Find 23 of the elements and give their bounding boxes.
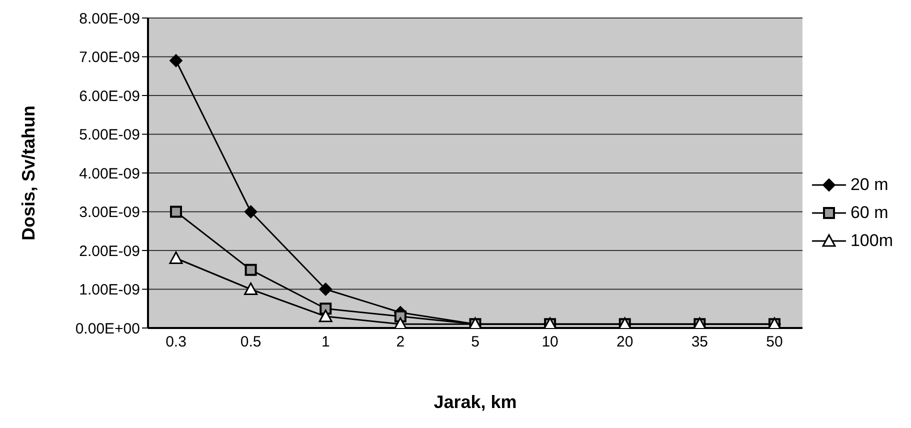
x-tick-label: 35 [691,334,708,351]
y-tick-label: 0.00E+00 [75,320,140,338]
y-tick-label: 4.00E-09 [79,165,140,182]
legend-label: 20 m [850,175,888,195]
x-tick-label: 5 [471,334,480,351]
y-tick-label: 1.00E-09 [79,282,140,299]
x-tick-label: 20 [616,334,634,351]
y-tick-label: 7.00E-09 [79,49,140,66]
y-tick-label: 3.00E-09 [79,204,140,222]
y-tick-label: 8.00E-09 [79,10,140,28]
x-tick-label: 0.5 [240,334,262,351]
x-tick-label: 1 [321,334,330,351]
x-tick-label: 0.3 [166,334,186,351]
y-axis-title: Dosis, Sv/tahun [18,105,38,241]
x-tick-label: 50 [766,334,783,351]
y-tick-label: 6.00E-09 [79,88,140,105]
y-tick-label: 2.00E-09 [79,242,140,260]
legend-label: 100m [850,231,893,251]
x-tick-label: 2 [396,334,405,351]
legend-label: 60 m [850,203,888,223]
x-tick-label: 10 [542,334,558,351]
x-axis-title: Jarak, km [434,392,517,412]
y-tick-label: 5.00E-09 [79,126,140,144]
